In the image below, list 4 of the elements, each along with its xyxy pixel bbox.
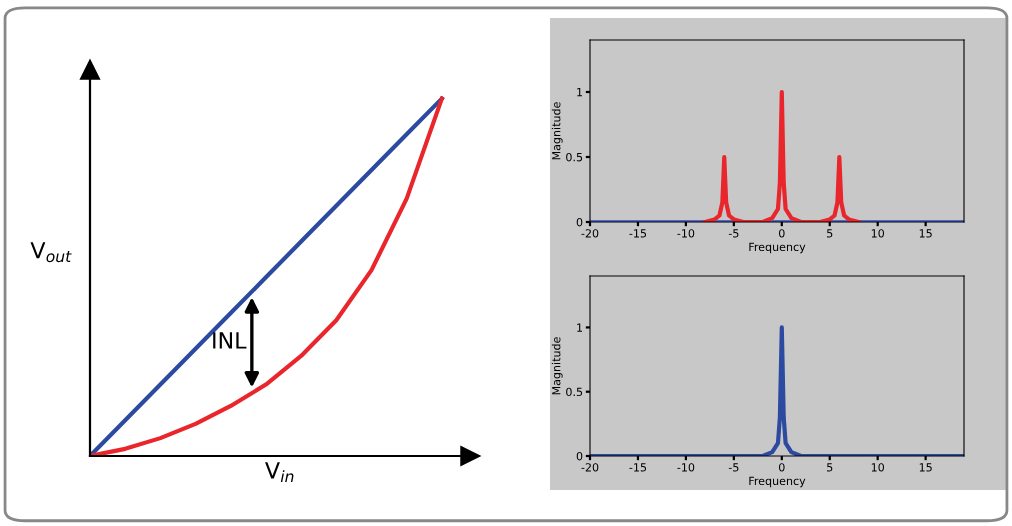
y-axis-title: V$_{out}$ xyxy=(30,242,72,263)
line-series xyxy=(702,89,861,222)
x-axis-title: V$_{in}$ xyxy=(265,462,294,483)
annotation: INL xyxy=(213,332,247,349)
